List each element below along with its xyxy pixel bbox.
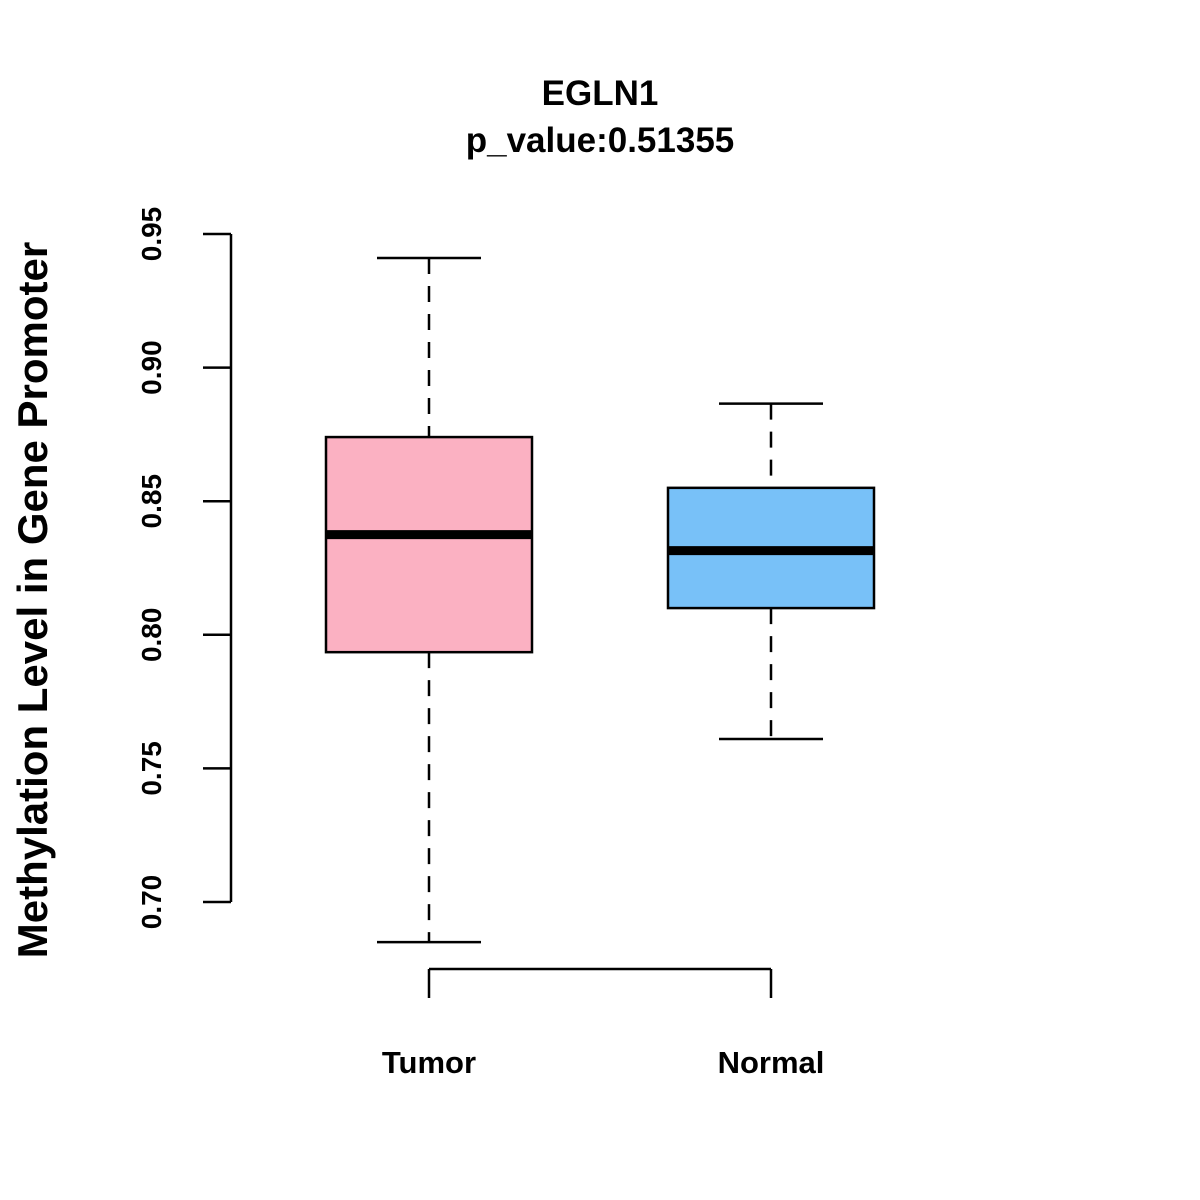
chart-subtitle: p_value:0.51355 [466,121,735,160]
x-axis: Tumor Normal [382,967,825,1080]
y-tick-label: 0.90 [136,340,167,395]
y-tick-label: 0.75 [136,741,167,796]
boxes-group [324,256,876,944]
box-tumor [324,256,534,944]
chart-title: EGLN1 [542,74,659,113]
y-axis-label: Methylation Level in Gene Promoter [9,242,56,958]
y-tick-label: 0.80 [136,608,167,663]
box-normal [666,402,876,741]
y-axis: 0.70 0.75 0.80 0.85 0.90 0.95 [136,207,233,930]
x-tick-label-tumor: Tumor [382,1045,476,1080]
y-tick-label: 0.70 [136,875,167,930]
y-tick-label: 0.85 [136,474,167,529]
x-tick-label-normal: Normal [718,1045,825,1080]
y-tick-label: 0.95 [136,207,167,262]
iqr-box [324,435,534,654]
